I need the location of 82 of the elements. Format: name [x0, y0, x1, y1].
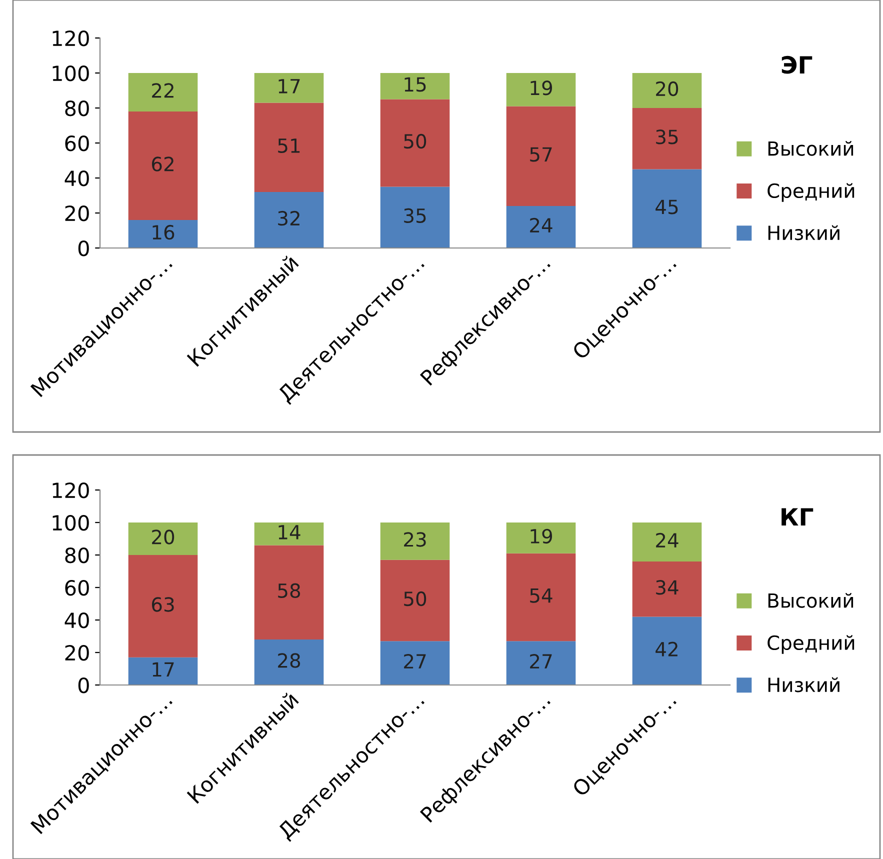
y-tick-label: 100	[52, 514, 89, 531]
data-label: 24	[530, 218, 552, 232]
bar	[254, 102, 324, 192]
data-label: 23	[404, 532, 426, 547]
data-label: 19	[530, 80, 552, 96]
bar	[380, 641, 450, 685]
y-tick-label: 20	[65, 644, 89, 661]
bar	[632, 616, 702, 685]
data-label: 54	[530, 588, 552, 603]
bar	[506, 206, 576, 248]
legend-label: Низкий	[768, 225, 840, 240]
bar	[506, 73, 576, 106]
data-label: 16	[152, 224, 174, 240]
bar	[632, 522, 702, 562]
data-label: 42	[656, 642, 678, 656]
data-label: 45	[656, 200, 678, 214]
data-label: 17	[278, 79, 300, 94]
y-tick-label: 0	[78, 240, 89, 256]
bar	[506, 641, 576, 685]
data-label: 51	[278, 138, 300, 154]
data-label: 50	[404, 134, 426, 149]
bar	[506, 553, 576, 642]
data-label: 27	[404, 654, 426, 668]
y-tick-label: 40	[64, 170, 89, 186]
data-label: 32	[278, 210, 300, 226]
y-tick-label: 0	[78, 677, 89, 694]
bar	[254, 73, 324, 103]
bar	[128, 555, 198, 658]
y-tick-label: 100	[52, 65, 89, 82]
y-tick-label: 80	[65, 547, 89, 564]
data-label: 34	[656, 580, 678, 595]
bar	[254, 192, 324, 248]
legend-title: КГ	[782, 508, 814, 526]
bar	[128, 657, 198, 685]
bar	[506, 522, 576, 554]
data-label: 58	[278, 583, 300, 598]
data-label: 24	[656, 532, 678, 548]
y-tick-label: 40	[64, 612, 89, 628]
legend-label: Средний	[768, 635, 854, 654]
y-tick-label: 20	[65, 205, 89, 222]
bar	[380, 186, 450, 248]
y-tick-label: 60	[65, 135, 89, 152]
y-tick-label: 60	[65, 580, 89, 596]
bar	[128, 522, 198, 555]
bar	[380, 99, 450, 187]
data-label: 63	[152, 597, 174, 612]
bar	[254, 640, 324, 685]
bar	[128, 73, 198, 112]
legend-title: ЭГ	[782, 56, 812, 74]
data-label: 22	[152, 83, 174, 98]
y-tick-label: 120	[52, 482, 89, 498]
data-label: 28	[278, 653, 300, 668]
bar	[632, 73, 702, 108]
bar	[380, 560, 450, 642]
data-label: 57	[530, 147, 552, 162]
bar	[380, 522, 450, 560]
bar	[254, 545, 324, 640]
bar	[254, 522, 324, 546]
bar	[632, 562, 702, 617]
data-label: 62	[152, 156, 174, 172]
legend-label: Средний	[768, 183, 854, 202]
bar	[128, 112, 198, 220]
data-label: 19	[530, 528, 552, 544]
data-label: 27	[530, 654, 552, 668]
y-tick-label: 120	[52, 30, 89, 46]
bar	[506, 106, 576, 206]
bar	[380, 73, 450, 100]
data-label: 50	[404, 591, 426, 606]
data-label: 20	[656, 81, 678, 96]
bar	[632, 169, 702, 248]
legend-label: Высокий	[768, 140, 854, 156]
data-label: 15	[404, 77, 426, 92]
data-label: 35	[656, 130, 678, 144]
data-label: 20	[152, 530, 174, 544]
legend-label: Низкий	[768, 677, 840, 692]
bar	[128, 220, 198, 248]
bar	[632, 108, 702, 170]
legend-label: Высокий	[768, 592, 854, 608]
data-label: 17	[152, 662, 174, 677]
data-label: 14	[278, 525, 300, 540]
y-tick-label: 80	[65, 100, 89, 116]
data-label: 35	[404, 208, 426, 224]
